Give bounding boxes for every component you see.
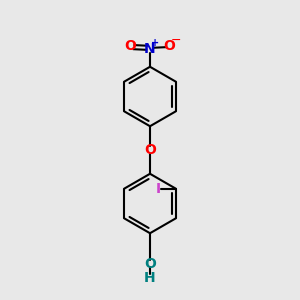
Text: +: + [151,38,159,48]
Text: O: O [144,256,156,271]
Text: O: O [144,143,156,157]
Text: O: O [125,39,136,53]
Text: I: I [155,182,160,196]
Text: H: H [144,271,156,285]
Text: O: O [164,39,175,53]
Text: N: N [144,42,156,56]
Text: −: − [171,34,181,46]
